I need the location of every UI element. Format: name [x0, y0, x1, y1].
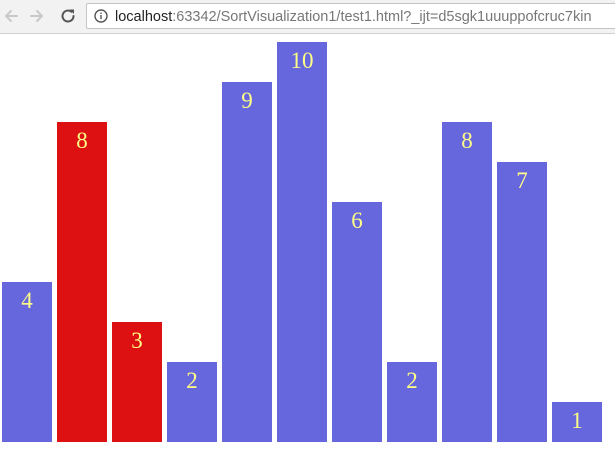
- sort-visualization-area: 4 8 3 2 9 10 6 2 8 7 1: [0, 35, 615, 454]
- bar-value-label: 8: [461, 128, 473, 153]
- bar-value-label: 8: [76, 128, 88, 153]
- reload-icon: [61, 9, 75, 23]
- back-arrow-icon: [5, 10, 18, 22]
- bar: 7: [497, 162, 547, 442]
- bar-value-label: 1: [571, 408, 583, 433]
- bar-value-label: 10: [290, 48, 314, 73]
- bar: 10: [277, 42, 327, 442]
- bar: 1: [552, 402, 602, 442]
- address-bar[interactable]: localhost:63342/SortVisualization1/test1…: [86, 3, 615, 29]
- url-path: :63342/SortVisualization1/test1.html?_ij…: [172, 9, 592, 25]
- forward-button[interactable]: [26, 5, 48, 27]
- bar-value-label: 4: [21, 288, 33, 313]
- bar: 3: [112, 322, 162, 442]
- forward-arrow-icon: [30, 10, 43, 22]
- browser-toolbar: localhost:63342/SortVisualization1/test1…: [0, 0, 615, 34]
- url-text[interactable]: localhost:63342/SortVisualization1/test1…: [115, 8, 592, 26]
- bar-value-label: 9: [241, 88, 253, 113]
- bar: 4: [2, 282, 52, 442]
- bar-value-label: 2: [406, 368, 418, 393]
- url-host: localhost: [115, 9, 173, 25]
- bar: 8: [442, 122, 492, 442]
- bar: 9: [222, 82, 272, 442]
- bar-value-label: 7: [516, 168, 528, 193]
- bar: 2: [167, 362, 217, 442]
- bar-value-label: 6: [351, 208, 363, 233]
- bar: 2: [387, 362, 437, 442]
- bar-value-label: 2: [186, 368, 198, 393]
- info-icon[interactable]: [94, 9, 108, 23]
- bar: 6: [332, 202, 382, 442]
- reload-button[interactable]: [57, 5, 79, 27]
- back-button[interactable]: [0, 5, 22, 27]
- bar: 8: [57, 122, 107, 442]
- bar-value-label: 3: [131, 328, 143, 353]
